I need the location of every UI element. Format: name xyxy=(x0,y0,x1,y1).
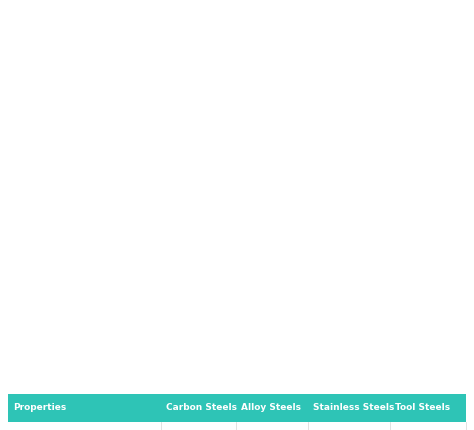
Bar xyxy=(236,423,308,430)
Bar xyxy=(236,394,308,422)
Text: Alloy Steels: Alloy Steels xyxy=(241,403,301,412)
Bar xyxy=(390,423,466,430)
Bar xyxy=(308,423,390,430)
Text: Carbon Steels: Carbon Steels xyxy=(166,403,237,412)
Bar xyxy=(162,394,236,422)
Text: Tool Steels: Tool Steels xyxy=(394,403,450,412)
Bar xyxy=(8,423,162,430)
Bar xyxy=(308,394,390,422)
Bar xyxy=(8,394,162,422)
Bar xyxy=(390,394,466,422)
Bar xyxy=(162,423,236,430)
Text: Properties: Properties xyxy=(13,403,66,412)
Text: Stainless Steels: Stainless Steels xyxy=(313,403,394,412)
